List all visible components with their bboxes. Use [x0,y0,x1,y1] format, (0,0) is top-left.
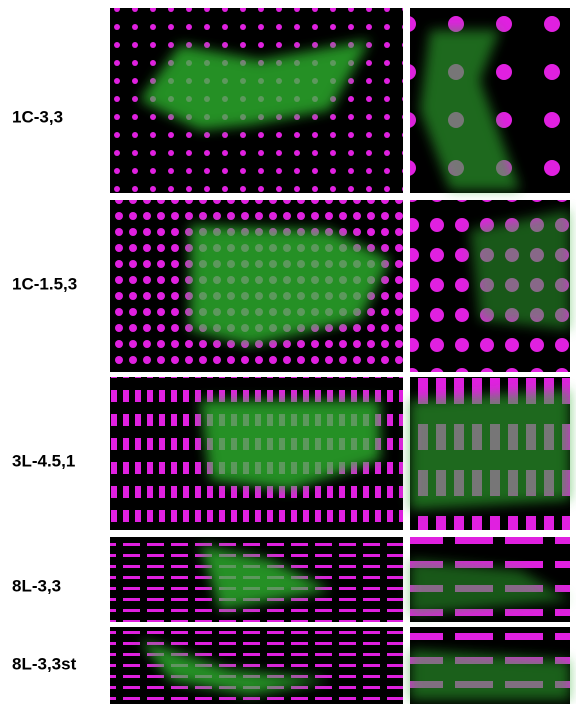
cell [410,650,570,700]
cell [420,30,520,190]
row-label: 8L-3,3st [12,654,77,673]
row-label: 1C-1.5,3 [12,274,77,293]
cell [140,640,330,695]
panels [110,8,570,704]
cell [410,390,570,510]
cell [140,40,370,130]
cell [410,560,570,615]
row-label: 1C-3,3 [12,107,63,126]
row-label: 8L-3,3 [12,576,61,595]
cell [200,545,330,610]
cell [470,210,570,330]
row-label: 3L-4.5,1 [12,451,75,470]
cell [190,225,390,345]
cell [200,400,380,490]
